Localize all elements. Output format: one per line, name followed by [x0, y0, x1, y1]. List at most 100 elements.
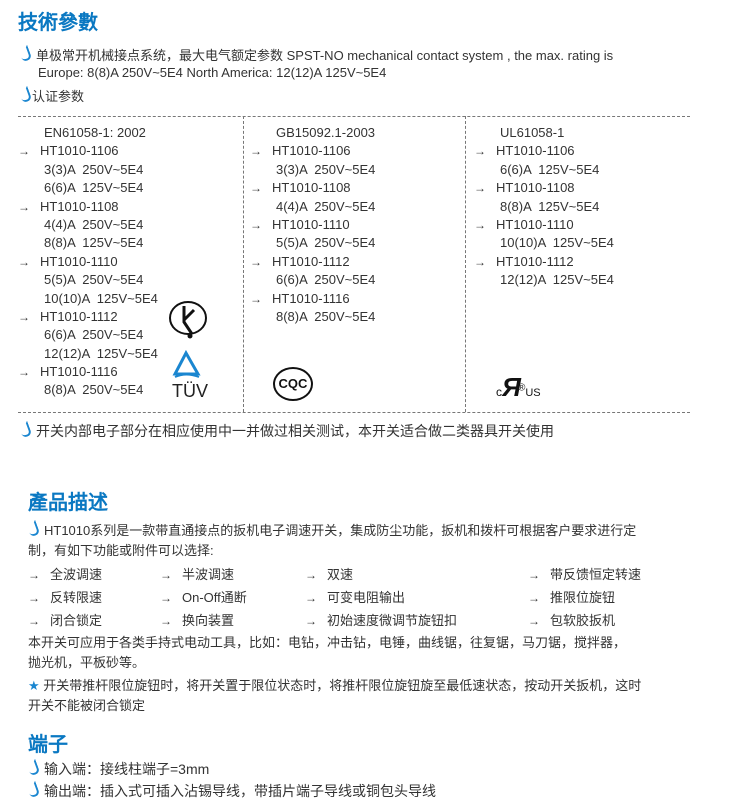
input-terminal: 输入端：接线柱端子=3mm	[25, 758, 210, 779]
model-number: HT1010-1106	[40, 143, 119, 159]
feature-option: → 包软胶扳机	[528, 610, 615, 629]
cert-column-ul: UL61058-1 → HT1010-1106 6(6)A 125V~5E4 → HT10…	[474, 124, 614, 290]
rating: 6(6)A 125V~5E4	[44, 180, 144, 196]
ul-logo: cЯ®US	[496, 372, 541, 402]
rating: 5(5)A 250V~5E4	[276, 235, 376, 251]
rating: 12(12)A 125V~5E4	[500, 272, 614, 288]
rating-line-1: 单极常开机械接点系统，最大电气额定参数 SPST-NO mechanical c…	[17, 44, 614, 64]
k-mark-logo	[169, 301, 207, 339]
model-number: HT1010-1112	[496, 253, 574, 269]
arrow-icon: →	[474, 144, 486, 159]
arrow-icon: →	[474, 217, 486, 232]
model-row: → HT1010-1110	[474, 216, 614, 234]
arrow-icon: →	[528, 568, 540, 582]
feature-label: 推限位旋钮	[550, 590, 616, 605]
model-row: → HT1010-1116	[250, 290, 375, 308]
standard-label: UL61058-1	[500, 125, 565, 140]
class-ii-note: 开关内部电子部分在相应使用中一并做过相关测试，本开关适合做二类器具开关使用	[17, 420, 554, 441]
text: 输入端：接线柱端子=3mm	[44, 761, 210, 777]
star-icon: ★	[28, 678, 40, 693]
feature-option: → 全波调速	[28, 564, 102, 583]
text: 开关内部电子部分在相应使用中一并做过相关测试，本开关适合做二类器具开关使用	[36, 423, 554, 439]
rating: 6(6)A 250V~5E4	[276, 272, 376, 288]
bullet-icon	[17, 85, 33, 104]
rating: 4(4)A 250V~5E4	[276, 198, 376, 214]
section-title-terminals: 端子	[28, 734, 68, 756]
feature-option: → 可变电阻输出	[305, 587, 405, 606]
model-row: → HT1010-1110	[250, 216, 375, 234]
rating: 10(10)A 125V~5E4	[44, 290, 158, 306]
cert-label: 认证参数	[17, 85, 84, 105]
arrow-icon: →	[305, 591, 317, 605]
feature-label: 包软胶扳机	[550, 613, 616, 628]
feature-label: 初始速度微调节旋钮扣	[327, 613, 458, 628]
model-row: → HT1010-1116	[18, 363, 158, 381]
rating-line-2: Europe: 8(8)A 250V~5E4 North America: 12…	[38, 65, 387, 80]
text: 单极常开机械接点系统，最大电气额定参数 SPST-NO mechanical c…	[36, 48, 614, 63]
model-number: HT1010-1110	[496, 216, 574, 232]
arrow-icon: →	[18, 144, 30, 159]
feature-label: On-Off通断	[182, 590, 247, 605]
divider	[243, 116, 244, 412]
feature-option: → 反转限速	[28, 587, 102, 606]
feature-option: → 带反馈恒定转速	[528, 564, 641, 583]
bullet-icon	[25, 780, 41, 799]
divider	[18, 116, 690, 117]
desc-line-2: 制，有如下功能或附件可以选择:	[28, 543, 214, 558]
model-row: → HT1010-1108	[474, 179, 614, 197]
desc-line-1: HT1010系列是一款带直通接点的扳机电子调速开关，集成防尘功能，扳机和拨杆可根…	[25, 519, 637, 539]
feature-option: → 初始速度微调节旋钮扣	[305, 610, 457, 629]
rating: 8(8)A 250V~5E4	[44, 382, 144, 398]
arrow-icon: →	[28, 614, 40, 628]
standard-label: EN61058-1: 2002	[44, 125, 146, 140]
arrow-icon: →	[18, 309, 30, 324]
text: 开关带推杆限位旋钮时，将开关置于限位状态时，将推杆限位旋钮旋至最低速状态，按动开…	[43, 678, 642, 693]
section-title-product-desc: 產品描述	[28, 492, 108, 514]
arrow-icon: →	[18, 365, 30, 380]
arrow-icon: →	[528, 591, 540, 605]
model-row: → HT1010-1112	[18, 308, 158, 326]
arrow-icon: →	[305, 614, 317, 628]
feature-option: → 推限位旋钮	[528, 587, 615, 606]
arrow-icon: →	[250, 291, 262, 306]
feature-label: 闭合锁定	[50, 613, 103, 628]
model-number: HT1010-1116	[40, 364, 118, 380]
arrow-icon: →	[305, 568, 317, 582]
model-number: HT1010-1108	[496, 180, 575, 196]
arrow-icon: →	[474, 254, 486, 269]
arrow-icon: →	[28, 591, 40, 605]
model-row: → HT1010-1110	[18, 253, 158, 271]
feature-label: 换向装置	[182, 613, 235, 628]
text: HT1010系列是一款带直通接点的扳机电子调速开关，集成防尘功能，扳机和拨杆可根…	[44, 523, 637, 538]
arrow-icon: →	[18, 254, 30, 269]
arrow-icon: →	[528, 614, 540, 628]
arrow-icon: →	[250, 254, 262, 269]
model-row: → HT1010-1112	[474, 253, 614, 271]
model-number: HT1010-1112	[272, 253, 350, 269]
arrow-icon: →	[250, 144, 262, 159]
bullet-icon	[25, 519, 41, 538]
feature-label: 双速	[327, 567, 354, 582]
model-row: → HT1010-1106	[474, 142, 614, 160]
arrow-icon: →	[250, 181, 262, 196]
tuv-triangle-logo	[172, 350, 201, 378]
application-line-2: 抛光机，平板砂等。	[28, 655, 146, 670]
rating: 12(12)A 125V~5E4	[44, 345, 158, 361]
cert-column-en: EN61058-1: 2002 → HT1010-1106 3(3)A 250V~5E…	[18, 124, 158, 400]
rating: 5(5)A 250V~5E4	[44, 272, 144, 288]
feature-label: 全波调速	[50, 567, 103, 582]
arrow-icon: →	[474, 181, 486, 196]
model-row: → HT1010-1108	[18, 198, 158, 216]
bullet-icon	[17, 44, 33, 63]
model-number: HT1010-1116	[272, 290, 350, 306]
section-title-tech-params: 技術參數	[18, 12, 98, 34]
star-note-2: 开关不能被闭合锁定	[28, 698, 146, 713]
rating: 6(6)A 125V~5E4	[500, 161, 600, 177]
feature-option: → 双速	[305, 564, 353, 583]
feature-option: → 闭合锁定	[28, 610, 102, 629]
rating: 3(3)A 250V~5E4	[276, 161, 376, 177]
cqc-logo: CQC	[273, 367, 313, 401]
rating: 4(4)A 250V~5E4	[44, 216, 144, 232]
model-number: HT1010-1106	[272, 143, 351, 159]
model-number: HT1010-1108	[40, 198, 119, 214]
